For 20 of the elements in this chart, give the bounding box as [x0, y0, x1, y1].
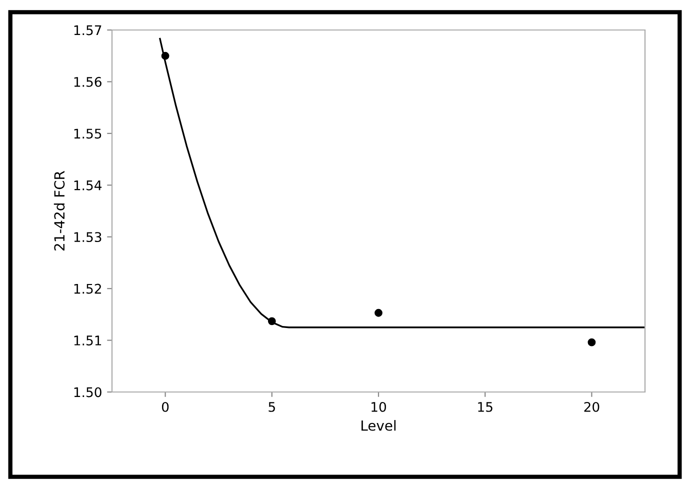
x-tick-label: 20	[584, 402, 600, 412]
y-axis-title: 21-42d FCR	[54, 170, 65, 250]
x-tick-label: 10	[372, 402, 386, 412]
y-tick-label: 1.53	[74, 232, 102, 242]
x-axis-title: Level	[362, 420, 396, 431]
x-tick-label: 0	[162, 402, 169, 412]
y-tick-label: 1.52	[74, 284, 101, 294]
y-tick-label: 1.55	[74, 128, 102, 139]
y-tick-label: 1.56	[74, 76, 102, 87]
x-tick-label: 15	[478, 402, 492, 412]
point	[161, 52, 170, 60]
point	[588, 338, 596, 346]
x-tick-label: 5	[268, 402, 275, 412]
point	[374, 308, 382, 317]
y-tick-label: 1.54	[74, 180, 102, 190]
y-tick-label: 1.50	[74, 387, 102, 398]
line-series	[159, 38, 645, 328]
y-tick-label: 1.57	[74, 25, 102, 36]
point	[268, 317, 276, 326]
y-tick-label: 1.51	[74, 336, 102, 346]
